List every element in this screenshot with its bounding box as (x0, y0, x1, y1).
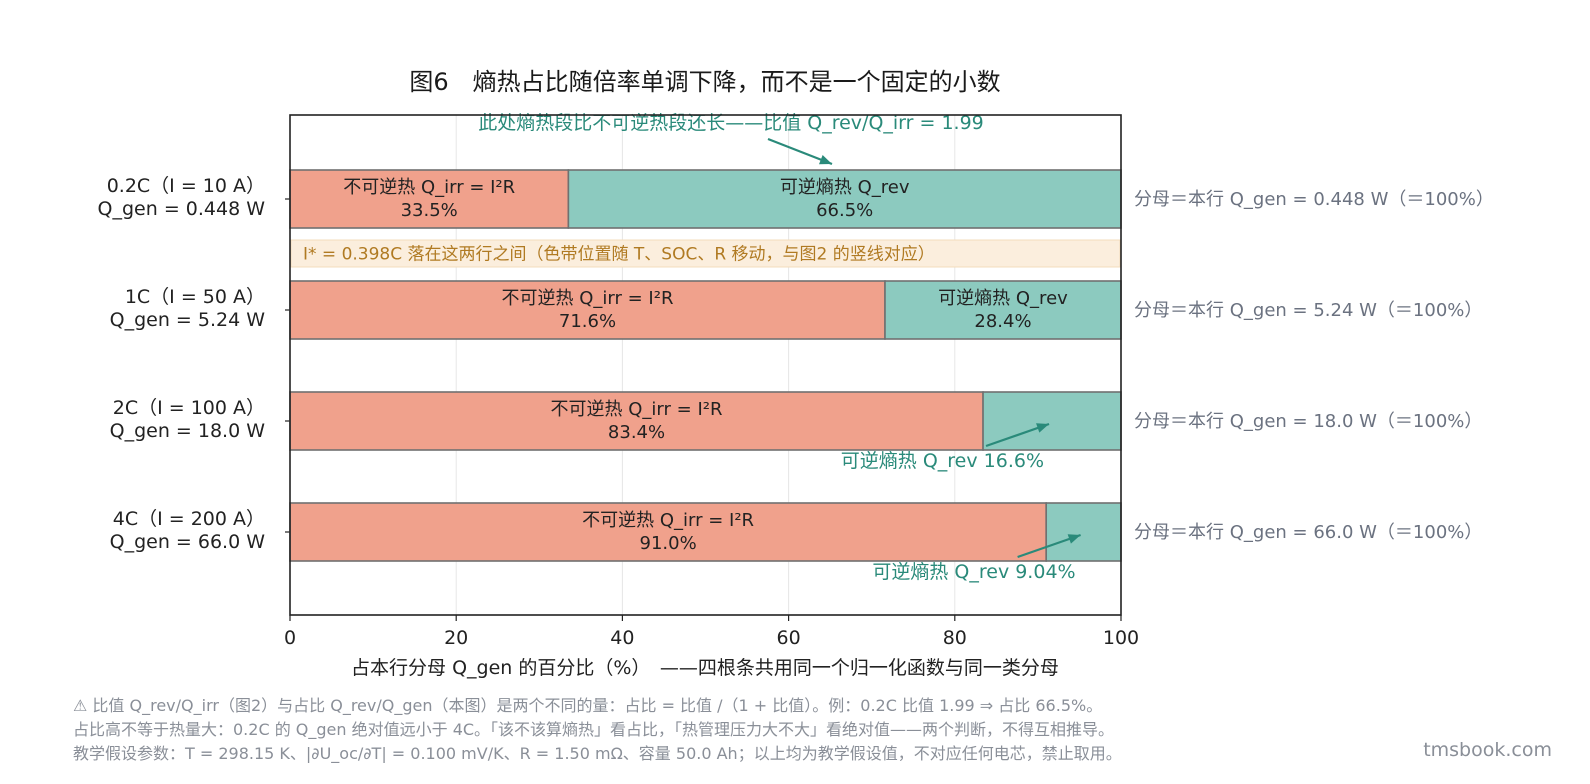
x-tick-label: 60 (777, 627, 801, 649)
row-denominator-note: 分母＝本行 Q_gen = 0.448 W（＝100%） (1134, 189, 1494, 210)
irr-segment-label: 不可逆热 Q_irr = I²R (582, 510, 754, 531)
footnote-3: 教学假设参数：T = 298.15 K、|∂U_oc/∂T| = 0.100 m… (73, 744, 1122, 764)
rev-outside-label: 可逆熵热 Q_rev 16.6% (841, 450, 1044, 472)
watermark: tmsbook.com (1423, 739, 1552, 761)
rev-annotation-arrowhead (1036, 423, 1050, 433)
x-axis: 0 20 40 60 80 100 (284, 615, 1139, 649)
threshold-band-text: I* = 0.398C 落在这两行之间（色带位置随 T、SOC、R 移动，与图2… (303, 245, 935, 265)
x-tick-label: 80 (943, 627, 967, 649)
irr-segment-percent: 83.4% (608, 422, 665, 443)
footnotes: ⚠ 比值 Q_rev/Q_irr（图2）与占比 Q_rev/Q_gen（本图）是… (73, 696, 1122, 764)
rev-segment-label: 可逆熵热 Q_rev (780, 177, 910, 198)
chart-title: 图6 熵热占比随倍率单调下降，而不是一个固定的小数 (409, 68, 1000, 96)
rev-annotation-arrowhead (1067, 534, 1081, 544)
row-label-qgen: Q_gen = 0.448 W (98, 198, 266, 220)
bar-segment-reversible (567, 169, 1122, 229)
x-tick-label: 40 (610, 627, 634, 649)
row-label-rate: 2C（I = 100 A） (113, 397, 265, 419)
row-denominator-note: 分母＝本行 Q_gen = 5.24 W（＝100%） (1134, 300, 1482, 321)
irr-segment-label: 不可逆热 Q_irr = I²R (551, 399, 723, 420)
x-tick-label: 20 (444, 627, 468, 649)
rev-segment-percent: 28.4% (974, 311, 1031, 332)
x-axis-label: 占本行分母 Q_gen 的百分比（%） ——四根条共用同一个归一化函数与同一类分… (351, 657, 1059, 679)
bar-segment-irreversible (289, 502, 1048, 562)
row-label-rate: 4C（I = 200 A） (113, 508, 265, 530)
irr-segment-percent: 91.0% (640, 533, 697, 554)
irr-segment-label: 不可逆热 Q_irr = I²R (343, 177, 515, 198)
footnote-1: ⚠ 比值 Q_rev/Q_irr（图2）与占比 Q_rev/Q_gen（本图）是… (73, 696, 1102, 716)
row-label-rate: 0.2C（I = 10 A） (107, 175, 265, 197)
bar-segment-reversible (982, 391, 1122, 451)
bar-segment-reversible (1045, 502, 1122, 562)
row-denominator-note: 分母＝本行 Q_gen = 66.0 W（＝100%） (1134, 522, 1482, 543)
x-tick-label: 100 (1103, 627, 1139, 649)
rev-outside-label: 可逆熵热 Q_rev 9.04% (872, 561, 1075, 583)
row-label-qgen: Q_gen = 5.24 W (110, 309, 266, 331)
bar-segment-irreversible (289, 391, 984, 451)
top-annotation: 此处熵热段比不可逆热段还长——比值 Q_rev/Q_irr = 1.99 (478, 112, 984, 134)
irr-segment-label: 不可逆热 Q_irr = I²R (502, 288, 674, 309)
bar-segment-irreversible (289, 280, 886, 340)
annotation-layer: 此处熵热段比不可逆热段还长——比值 Q_rev/Q_irr = 1.99 (478, 112, 984, 166)
threshold-band (290, 239, 1121, 268)
band-layer: I* = 0.398C 落在这两行之间（色带位置随 T、SOC、R 移动，与图2… (290, 239, 1121, 268)
row-label-qgen: Q_gen = 66.0 W (110, 531, 266, 553)
bar-segment-reversible (884, 280, 1122, 340)
bars-layer: 0.2C（I = 10 A）Q_gen = 0.448 W 不可逆热 Q_irr … (98, 169, 1494, 583)
row-label-rate: 1C（I = 50 A） (125, 286, 265, 308)
plot-frame (289, 114, 1122, 616)
row-label-qgen: Q_gen = 18.0 W (110, 420, 266, 442)
top-annotation-arrowhead (819, 154, 832, 165)
footnote-2: 占比高不等于热量大：0.2C 的 Q_gen 绝对值远小于 4C。「该不该算熵热… (73, 720, 1114, 740)
rev-segment-percent: 66.5% (816, 200, 873, 221)
x-tick-label: 0 (284, 627, 296, 649)
rev-segment-label: 可逆熵热 Q_rev (938, 288, 1068, 309)
irr-segment-percent: 33.5% (401, 200, 458, 221)
irr-segment-percent: 71.6% (559, 311, 616, 332)
row-denominator-note: 分母＝本行 Q_gen = 18.0 W（＝100%） (1134, 411, 1482, 432)
